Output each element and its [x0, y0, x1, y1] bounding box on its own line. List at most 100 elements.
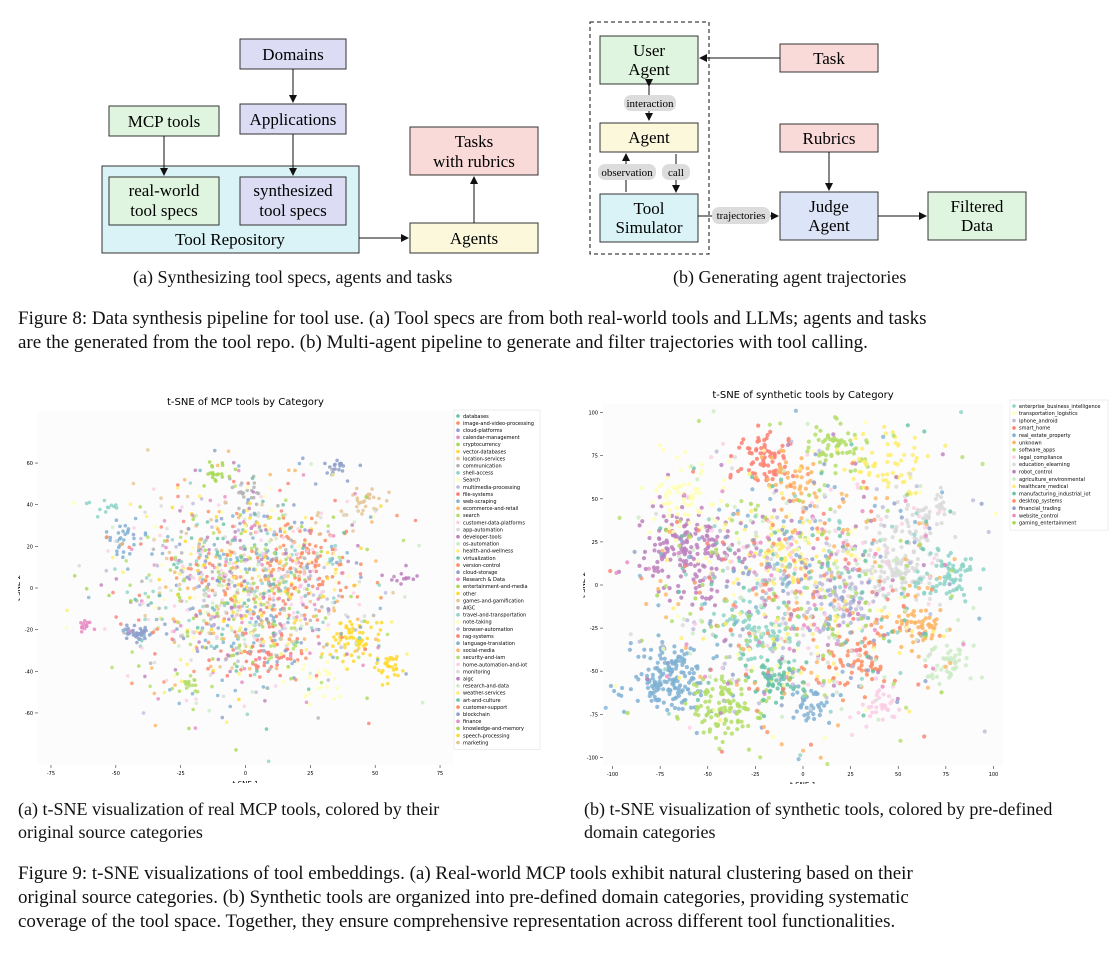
scatter-point — [776, 643, 782, 648]
scatter-point — [274, 532, 279, 537]
scatter-point — [106, 549, 110, 553]
scatter-point — [234, 669, 239, 673]
scatter-point — [953, 577, 958, 582]
scatter-point — [759, 596, 764, 601]
scatter-point — [841, 620, 846, 625]
scatter-point — [690, 602, 695, 607]
scatter-point — [765, 535, 770, 540]
scatter-point — [928, 591, 933, 596]
scatter-point — [799, 560, 804, 565]
scatter-point — [242, 704, 247, 708]
scatter-point — [637, 563, 642, 568]
scatter-point — [232, 603, 237, 608]
scatter-point — [201, 604, 205, 609]
scatter-point — [242, 637, 247, 642]
scatter-point — [744, 638, 749, 644]
scatter-point — [797, 498, 802, 503]
scatter-point — [681, 617, 686, 622]
legend-marker — [456, 719, 460, 724]
scatter-point — [923, 658, 928, 663]
scatter-point — [219, 649, 223, 653]
fig9-caption-line-2: original source categories. (b) Syntheti… — [18, 887, 909, 908]
scatter-point — [709, 582, 714, 587]
scatter-point — [198, 609, 202, 613]
scatter-point — [219, 472, 224, 476]
scatter-point — [295, 552, 300, 556]
scatter-point — [801, 698, 806, 703]
scatter-point — [259, 557, 264, 562]
scatter-point — [200, 626, 205, 630]
scatter-point — [844, 608, 849, 613]
legend-marker — [456, 499, 460, 503]
scatter-point — [899, 644, 904, 650]
scatter-point — [221, 627, 225, 631]
scatter-point — [685, 503, 691, 508]
scatter-point — [689, 705, 694, 710]
scatter-point — [642, 647, 647, 652]
fig9b-caption-line-1: (b) t-SNE visualization of synthetic too… — [584, 799, 1053, 819]
scatter-point — [315, 586, 320, 591]
scatter-point — [782, 464, 787, 469]
scatter-point — [836, 526, 841, 531]
scatter-point — [321, 620, 325, 625]
scatter-point — [727, 459, 732, 464]
scatter-point — [263, 699, 267, 703]
scatter-point — [200, 572, 204, 577]
scatter-point — [965, 567, 970, 572]
scatter-point — [190, 513, 195, 517]
scatter-point — [767, 422, 772, 427]
scatter-point — [770, 636, 775, 641]
scatter-point — [882, 675, 887, 680]
scatter-point — [693, 531, 698, 536]
scatter-point — [765, 643, 770, 648]
scatter-point — [377, 668, 381, 672]
scatter-point — [817, 560, 822, 565]
scatter-point — [903, 498, 908, 503]
scatter-point — [792, 590, 797, 595]
scatter-point — [942, 512, 947, 517]
scatter-point — [915, 557, 920, 562]
scatter-point — [833, 607, 838, 612]
scatter-point — [656, 586, 661, 592]
scatter-point — [935, 558, 941, 563]
scatter-point — [252, 592, 257, 597]
scatter-point — [202, 618, 206, 623]
scatter-point — [703, 551, 708, 556]
scatter-point — [278, 611, 282, 616]
scatter-point — [332, 588, 337, 592]
scatter-point — [664, 492, 669, 497]
scatter-point — [356, 655, 361, 660]
scatter-point — [724, 655, 729, 660]
scatter-point — [108, 538, 112, 542]
scatter-point — [874, 693, 879, 698]
scatter-point — [243, 642, 247, 646]
scatter-point — [320, 582, 325, 587]
scatter-point — [703, 547, 708, 552]
scatter-point — [869, 622, 874, 628]
scatter-point — [818, 629, 823, 634]
scatter-point — [82, 619, 87, 623]
scatter-point — [848, 606, 853, 611]
scatter-point — [228, 557, 233, 562]
scatter-point — [958, 573, 963, 578]
scatter-point — [220, 510, 224, 514]
scatter-point — [307, 529, 311, 533]
scatter-point — [292, 621, 297, 625]
scatter-point — [682, 564, 687, 569]
scatter-point — [339, 562, 343, 566]
task-box — [779, 43, 879, 73]
scatter-point — [747, 686, 752, 691]
scatter-point — [709, 502, 714, 507]
scatter-point — [808, 503, 813, 508]
scatter-point — [859, 616, 864, 621]
real-world-label-1: real-world — [129, 181, 200, 200]
scatter-point — [268, 667, 272, 671]
scatter-point — [218, 603, 222, 608]
scatter-point — [225, 623, 230, 628]
scatter-point — [810, 533, 815, 538]
scatter-point — [221, 552, 226, 557]
scatter-point — [790, 537, 795, 542]
scatter-point — [256, 664, 260, 669]
scatter-point — [237, 506, 241, 511]
scatter-point — [881, 692, 886, 697]
